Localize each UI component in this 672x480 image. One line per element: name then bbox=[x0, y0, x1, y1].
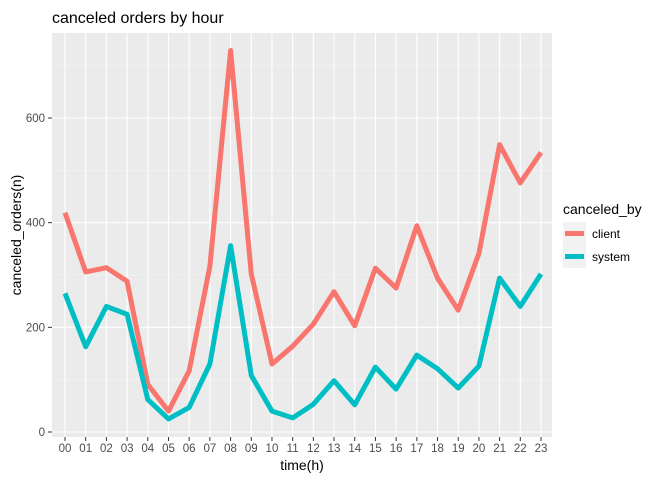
x-tick-label: 07 bbox=[203, 443, 216, 455]
grid-lines bbox=[52, 33, 552, 437]
x-tick-label: 08 bbox=[224, 443, 237, 455]
x-tick-label: 23 bbox=[535, 443, 548, 455]
legend-label-client: client bbox=[592, 227, 621, 241]
y-tick-label: 200 bbox=[26, 322, 45, 334]
y-axis: 0 200 400 600 bbox=[26, 113, 52, 439]
x-tick-label: 02 bbox=[100, 443, 113, 455]
x-tick-label: 03 bbox=[121, 443, 134, 455]
x-tick-label: 04 bbox=[141, 443, 154, 455]
y-tick-label: 0 bbox=[39, 427, 45, 439]
y-tick-label: 400 bbox=[26, 218, 45, 230]
x-tick-label: 20 bbox=[473, 443, 486, 455]
x-tick-label: 11 bbox=[287, 443, 299, 455]
y-tick-label: 600 bbox=[26, 113, 45, 125]
legend: canceled_by client system bbox=[563, 201, 642, 268]
x-tick-label: 17 bbox=[410, 443, 423, 455]
x-axis-title: time(h) bbox=[280, 457, 324, 473]
x-tick-label: 00 bbox=[59, 443, 72, 455]
x-tick-label: 15 bbox=[369, 443, 382, 455]
chart-title: canceled orders by hour bbox=[52, 10, 224, 27]
series-line-client bbox=[62, 48, 544, 414]
x-axis: 00 01 02 03 04 05 06 07 08 09 10 11 12 13 14 15 16 17 18 19… bbox=[59, 437, 548, 455]
x-tick-label: 09 bbox=[245, 443, 258, 455]
legend-label-system: system bbox=[592, 250, 630, 264]
legend-title: canceled_by bbox=[563, 201, 642, 217]
x-tick-label: 21 bbox=[493, 443, 506, 455]
series-lines bbox=[62, 48, 544, 422]
x-tick-label: 12 bbox=[307, 443, 320, 455]
x-tick-label: 22 bbox=[514, 443, 527, 455]
y-axis-title: canceled_orders(n) bbox=[8, 175, 24, 296]
x-tick-label: 13 bbox=[328, 443, 341, 455]
series-line-system bbox=[62, 243, 544, 422]
x-tick-label: 05 bbox=[162, 443, 175, 455]
x-tick-label: 18 bbox=[431, 443, 444, 455]
plot-panel bbox=[52, 33, 552, 437]
x-tick-label: 10 bbox=[266, 443, 279, 455]
x-tick-label: 14 bbox=[348, 443, 361, 455]
x-tick-label: 19 bbox=[452, 443, 465, 455]
x-tick-label: 16 bbox=[390, 443, 403, 455]
x-tick-label: 06 bbox=[183, 443, 196, 455]
x-tick-label: 01 bbox=[79, 443, 92, 455]
